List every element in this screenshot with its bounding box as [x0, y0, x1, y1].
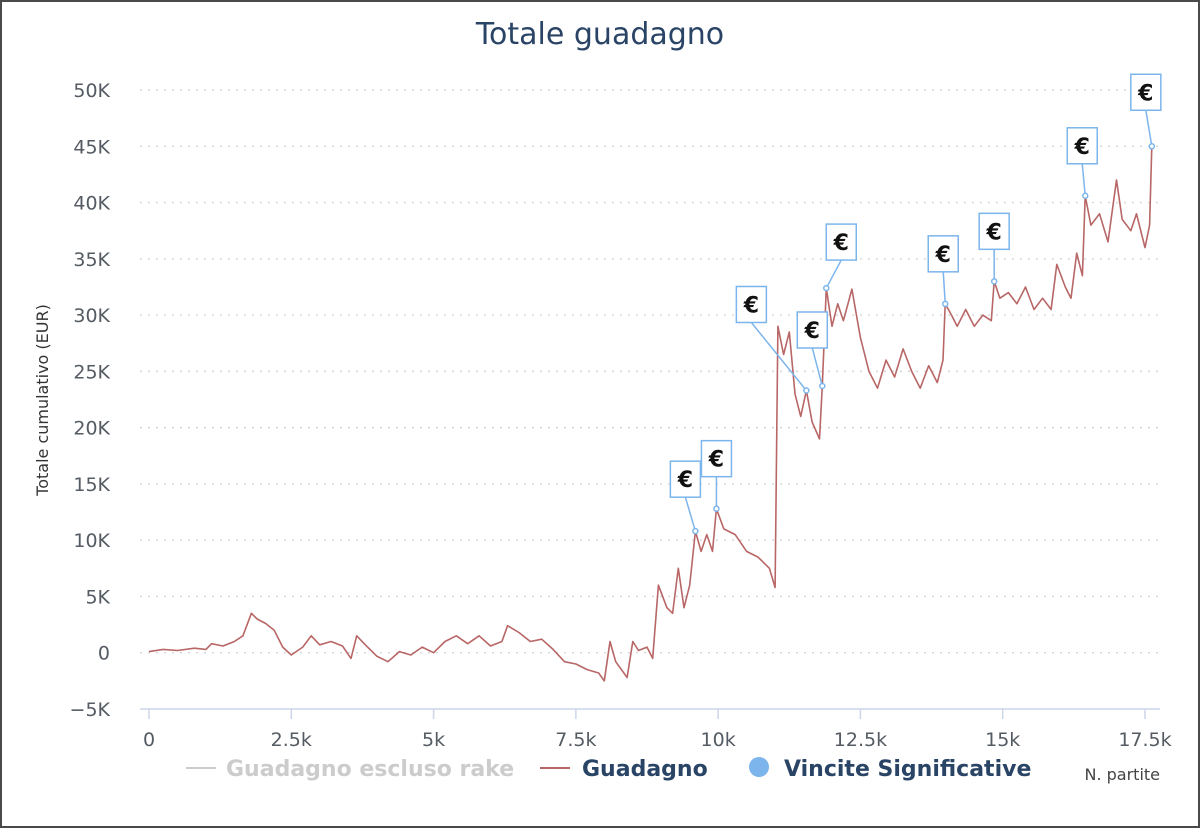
flag-connector [1145, 110, 1153, 147]
flag-box [1066, 127, 1098, 165]
x-tick-label: 15k [985, 729, 1020, 751]
y-tick-label: 20K [73, 418, 110, 440]
x-axis: 0 2.5k 5k 7.5k 10k 12.5k 15k 17.5k [140, 708, 1172, 751]
flag-euro-label: € [743, 293, 759, 318]
legend: Guadagno escluso rake Guadagno Vincite S… [186, 757, 1031, 782]
x-tick-label: 12.5k [834, 729, 887, 751]
significant-wins-layer: € € € € € € € € € [669, 73, 1162, 535]
significant-win-point [713, 505, 720, 512]
significant-win-point [941, 300, 949, 308]
flag-connector [1081, 163, 1086, 196]
legend-item-guadagno[interactable]: Guadagno [540, 757, 708, 782]
y-tick-label: 35K [73, 249, 110, 271]
significant-win-point [692, 527, 699, 535]
y-tick-label: 45K [73, 136, 110, 158]
y-tick-label: −5K [70, 699, 111, 721]
x-tick-label: 10k [701, 729, 736, 751]
legend-label: Guadagno [582, 757, 708, 782]
y-tick-label: 15K [73, 474, 110, 496]
flag-connector [811, 347, 824, 387]
flag-connector [750, 322, 807, 391]
significant-win-point [823, 284, 830, 292]
flag-euro-label: € [1074, 135, 1090, 160]
significant-win-point [990, 278, 998, 285]
y-axis-label: Totale cumulativo (EUR) [33, 304, 52, 497]
flag-connector [825, 259, 842, 289]
grid-lines [140, 89, 1160, 654]
flag-box [978, 212, 1010, 251]
significant-win-point [1081, 192, 1089, 200]
flag-euro-label: € [1137, 81, 1153, 106]
x-tick-label: 17.5k [1118, 729, 1171, 751]
y-tick-label: 40K [73, 193, 110, 215]
flag-connector [684, 496, 697, 532]
flag-box [700, 439, 733, 478]
legend-label: Guadagno escluso rake [226, 757, 514, 782]
flag-box [735, 285, 768, 324]
x-tick-label: 7.5k [555, 729, 596, 751]
significant-win-point [819, 382, 826, 390]
flag-connector [942, 271, 946, 304]
x-tick-label: 0 [143, 729, 155, 751]
chart-title: Totale guadagno [475, 17, 724, 52]
flag-euro-label: € [986, 220, 1002, 245]
flag-box [927, 235, 959, 273]
x-tick-label: 2.5k [271, 729, 312, 751]
flag-euro-label: € [677, 468, 693, 493]
x-axis-label: N. partite [1084, 765, 1160, 784]
legend-label: Vincite Significative [784, 757, 1031, 782]
flag-euro-label: € [935, 243, 951, 268]
flag-box [825, 223, 858, 261]
flag-box [669, 460, 702, 498]
flag-box [1130, 73, 1162, 112]
legend-dot-marker [749, 757, 769, 777]
flag-box [796, 311, 829, 349]
significant-win-point [1148, 143, 1156, 150]
flag-euro-label: € [833, 231, 849, 256]
legend-item-vincite-significative[interactable]: Vincite Significative [749, 757, 1031, 782]
flag-euro-label: € [804, 319, 820, 344]
legend-item-guadagno-escluso-rake[interactable]: Guadagno escluso rake [186, 757, 514, 782]
x-tick-label: 5k [422, 729, 445, 751]
flag-euro-label: € [708, 448, 724, 473]
y-axis-ticks: −5K 0 5K 10K 15K 20K 25K 30K 35K 40K 45K 50K [70, 80, 111, 721]
y-tick-label: 30K [73, 305, 110, 327]
y-tick-label: 0 [98, 643, 110, 665]
y-tick-label: 50K [73, 80, 110, 102]
y-tick-label: 25K [73, 361, 110, 383]
significant-win-point [803, 387, 810, 394]
y-tick-label: 10K [73, 530, 110, 552]
y-tick-label: 5K [85, 586, 110, 608]
